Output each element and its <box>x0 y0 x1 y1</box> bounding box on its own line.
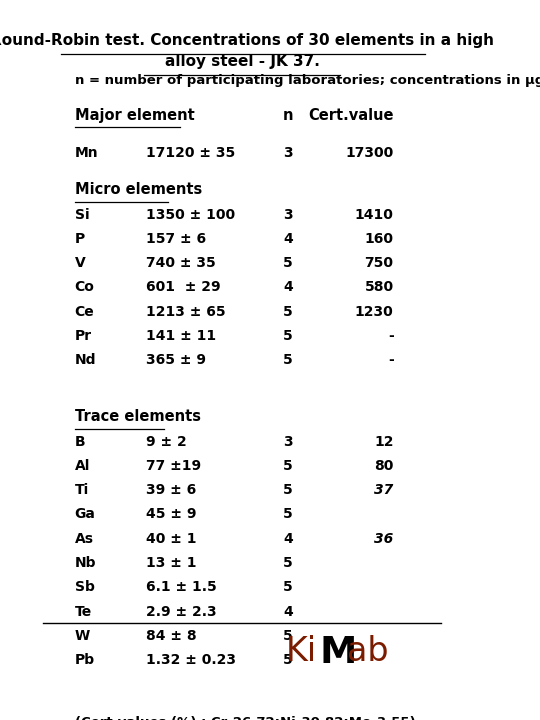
Text: Major element: Major element <box>75 107 194 122</box>
Text: -: - <box>388 329 394 343</box>
Text: 5: 5 <box>283 459 293 473</box>
Text: alloy steel - JK 37.: alloy steel - JK 37. <box>165 55 320 69</box>
Text: 36: 36 <box>374 532 394 546</box>
Text: 84 ± 8: 84 ± 8 <box>146 629 197 643</box>
Text: M: M <box>320 635 357 671</box>
Text: 4: 4 <box>283 532 293 546</box>
Text: 3: 3 <box>283 435 293 449</box>
Text: 4: 4 <box>283 281 293 294</box>
Text: 39 ± 6: 39 ± 6 <box>146 483 197 498</box>
Text: 1.32 ± 0.23: 1.32 ± 0.23 <box>146 653 237 667</box>
Text: Sb: Sb <box>75 580 94 594</box>
Text: 6.1 ± 1.5: 6.1 ± 1.5 <box>146 580 217 594</box>
Text: Al: Al <box>75 459 90 473</box>
Text: n = number of participating laboratories; concentrations in μg/g: n = number of participating laboratories… <box>75 73 540 86</box>
Text: 3: 3 <box>283 207 293 222</box>
Text: 5: 5 <box>283 508 293 521</box>
Text: 1213 ± 65: 1213 ± 65 <box>146 305 226 319</box>
Text: Ti: Ti <box>75 483 89 498</box>
Text: 5: 5 <box>283 483 293 498</box>
Text: 750: 750 <box>364 256 394 270</box>
Text: Mn: Mn <box>75 145 98 160</box>
Text: As: As <box>75 532 93 546</box>
Text: Te: Te <box>75 605 92 618</box>
Text: 141 ± 11: 141 ± 11 <box>146 329 217 343</box>
Text: 1230: 1230 <box>355 305 394 319</box>
Text: Pr: Pr <box>75 329 92 343</box>
Text: 1410: 1410 <box>355 207 394 222</box>
Text: V: V <box>75 256 85 270</box>
Text: ab: ab <box>347 635 388 668</box>
Text: 77 ±19: 77 ±19 <box>146 459 201 473</box>
Text: Round-Robin test. Concentrations of 30 elements in a high: Round-Robin test. Concentrations of 30 e… <box>0 33 494 48</box>
Text: Nd: Nd <box>75 354 96 367</box>
Text: 580: 580 <box>364 281 394 294</box>
Text: 1350 ± 100: 1350 ± 100 <box>146 207 235 222</box>
Text: 5: 5 <box>283 580 293 594</box>
Text: 37: 37 <box>374 483 394 498</box>
Text: 157 ± 6: 157 ± 6 <box>146 232 206 246</box>
Text: 740 ± 35: 740 ± 35 <box>146 256 216 270</box>
Text: 17120 ± 35: 17120 ± 35 <box>146 145 235 160</box>
Text: B: B <box>75 435 85 449</box>
Text: Pb: Pb <box>75 653 94 667</box>
Text: n: n <box>282 107 293 122</box>
Text: Ga: Ga <box>75 508 96 521</box>
Text: 12: 12 <box>374 435 394 449</box>
Text: 2.9 ± 2.3: 2.9 ± 2.3 <box>146 605 217 618</box>
Text: Trace elements: Trace elements <box>75 409 201 424</box>
Text: Co: Co <box>75 281 94 294</box>
Text: 3: 3 <box>283 145 293 160</box>
Text: 365 ± 9: 365 ± 9 <box>146 354 206 367</box>
Text: 5: 5 <box>283 556 293 570</box>
Text: 5: 5 <box>283 256 293 270</box>
Text: 45 ± 9: 45 ± 9 <box>146 508 197 521</box>
Text: Ce: Ce <box>75 305 94 319</box>
Text: 5: 5 <box>283 653 293 667</box>
Text: 9 ± 2: 9 ± 2 <box>146 435 187 449</box>
Text: 5: 5 <box>283 354 293 367</box>
Text: P: P <box>75 232 85 246</box>
Text: Cert.value: Cert.value <box>308 107 394 122</box>
Text: 13 ± 1: 13 ± 1 <box>146 556 197 570</box>
Text: 601  ± 29: 601 ± 29 <box>146 281 221 294</box>
Text: 17300: 17300 <box>345 145 394 160</box>
Text: Nb: Nb <box>75 556 96 570</box>
Text: 5: 5 <box>283 305 293 319</box>
Text: 160: 160 <box>364 232 394 246</box>
Text: 4: 4 <box>283 232 293 246</box>
Text: (Cert.values (%) : Cr-26.72;Ni-30.82;Mo-3.55): (Cert.values (%) : Cr-26.72;Ni-30.82;Mo-… <box>75 716 415 720</box>
Text: Ki: Ki <box>286 635 317 668</box>
Text: 4: 4 <box>283 605 293 618</box>
Text: Micro elements: Micro elements <box>75 182 202 197</box>
Text: W: W <box>75 629 90 643</box>
Text: 80: 80 <box>374 459 394 473</box>
Text: -: - <box>388 354 394 367</box>
Text: 40 ± 1: 40 ± 1 <box>146 532 197 546</box>
Text: 5: 5 <box>283 329 293 343</box>
Text: Si: Si <box>75 207 89 222</box>
Text: 5: 5 <box>283 629 293 643</box>
